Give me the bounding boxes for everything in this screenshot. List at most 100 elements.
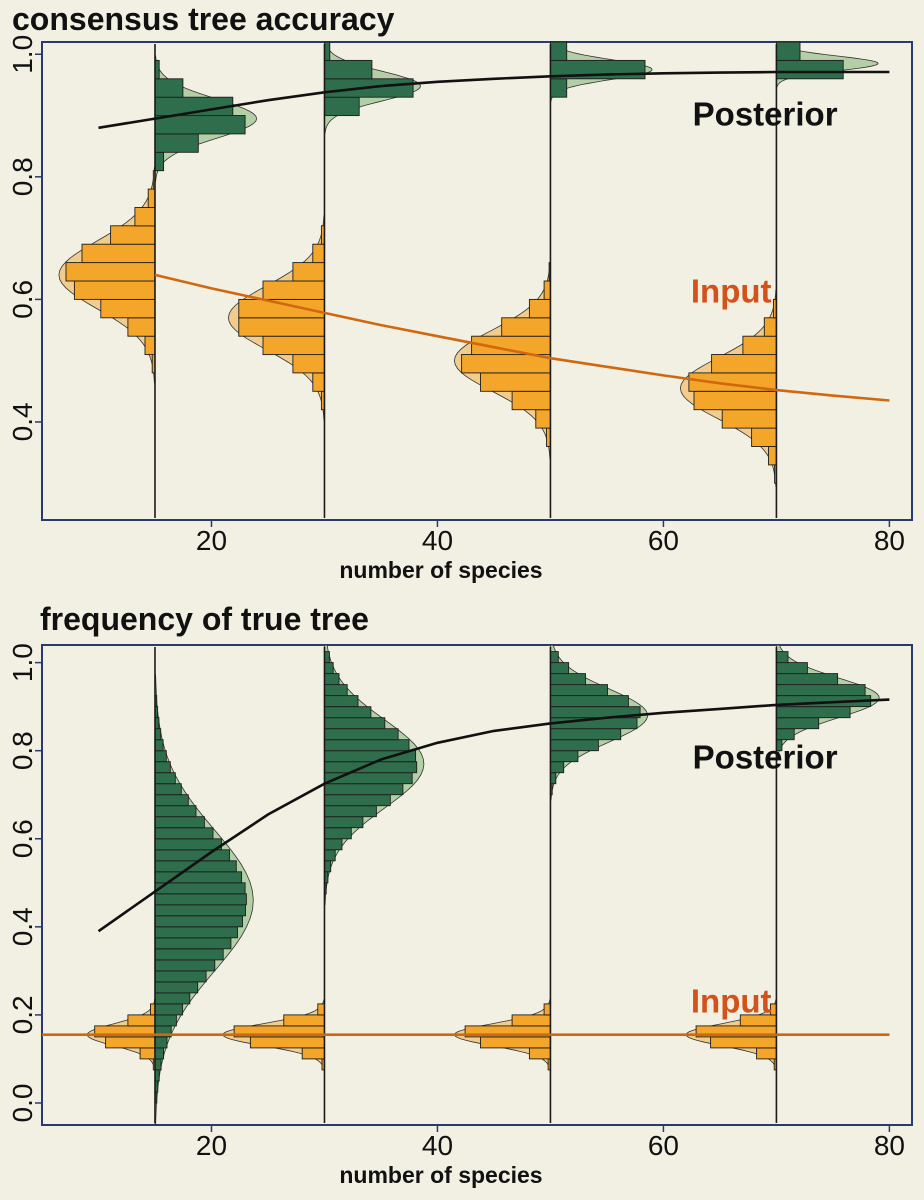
posterior-histogram-bar: [154, 761, 171, 774]
input-histogram-bar: [312, 372, 325, 392]
chart-title: frequency of true tree: [40, 601, 369, 637]
posterior-histogram-bar: [775, 673, 839, 686]
plot-frame: [41, 644, 913, 1126]
series-label-input: Input: [691, 983, 772, 1020]
input-distribution: [227, 215, 325, 421]
posterior-histogram-bar: [154, 970, 207, 983]
posterior-histogram-bar: [154, 849, 230, 862]
posterior-histogram-bar: [324, 695, 359, 708]
posterior-distribution: [549, 644, 649, 801]
input-histogram-bar: [139, 1047, 156, 1060]
input-histogram-bar: [528, 298, 551, 319]
y-tick-label: 0.4: [7, 907, 38, 946]
posterior-histogram-bar: [549, 662, 570, 675]
input-histogram-bar: [710, 1036, 777, 1049]
series-line-input: [154, 273, 890, 402]
input-histogram-bar: [317, 1003, 325, 1016]
chart-panel-frequency: frequency of true tree Posterior Input 20 4…: [7, 601, 913, 1188]
input-histogram-bar: [81, 243, 156, 264]
posterior-histogram-bar: [324, 783, 404, 796]
input-histogram-bar: [511, 390, 551, 411]
input-histogram-bar: [543, 280, 551, 300]
posterior-histogram-bar: [324, 706, 372, 719]
posterior-histogram-bar: [324, 59, 373, 80]
posterior-histogram-bar: [154, 948, 224, 961]
posterior-histogram-bar: [324, 827, 352, 840]
input-histogram-bar: [480, 372, 551, 392]
input-histogram-bar: [763, 317, 777, 337]
input-histogram-bar: [501, 317, 551, 337]
x-tick-label: 40: [422, 525, 453, 556]
input-histogram-bar: [262, 280, 325, 300]
y-tick-label: 1.0: [7, 643, 38, 682]
input-histogram-bar: [693, 390, 777, 411]
posterior-histogram-bar: [154, 115, 246, 135]
posterior-histogram-bar: [775, 706, 851, 719]
y-tick-label: 1.0: [7, 35, 38, 74]
posterior-distribution: [775, 41, 879, 88]
input-histogram-bar: [768, 446, 777, 466]
posterior-histogram-bar: [154, 1047, 165, 1060]
input-histogram-bar: [127, 1014, 156, 1027]
x-tick-label: 60: [648, 525, 679, 556]
input-histogram-bar: [110, 225, 156, 245]
input-histogram-bar: [144, 335, 156, 356]
chart-title: consensus tree accuracy: [12, 1, 395, 37]
posterior-histogram-bar: [154, 904, 246, 917]
posterior-histogram-bar: [324, 739, 410, 752]
posterior-histogram-bar: [324, 838, 343, 851]
posterior-distribution: [154, 55, 258, 182]
posterior-histogram-bar: [324, 673, 340, 686]
posterior-histogram-bar: [154, 1014, 177, 1027]
posterior-histogram-bar: [324, 662, 334, 675]
posterior-histogram-bar: [549, 761, 565, 774]
chart-panel-accuracy: consensus tree accuracy Posterior Input 20…: [7, 1, 913, 583]
posterior-histogram-bar: [324, 96, 360, 117]
posterior-histogram-bar: [775, 651, 789, 664]
y-tick-label: 0.2: [7, 995, 38, 1034]
input-histogram-bar: [73, 280, 156, 300]
input-histogram-bar: [65, 262, 156, 282]
x-tick-label: 60: [648, 1130, 679, 1161]
posterior-histogram-bar: [154, 1058, 162, 1071]
posterior-histogram-bar: [154, 772, 176, 785]
posterior-histogram-bar: [154, 827, 214, 840]
series-label-posterior: Posterior: [693, 738, 838, 775]
posterior-histogram-bar: [324, 684, 348, 697]
posterior-histogram-bar: [324, 41, 331, 61]
posterior-histogram-bar: [324, 860, 332, 873]
posterior-histogram-bar: [775, 684, 866, 697]
y-tick-label: 0.8: [7, 157, 38, 196]
posterior-histogram-bar: [154, 783, 182, 796]
input-histogram-bar: [105, 1036, 156, 1049]
posterior-histogram-bar: [775, 717, 820, 730]
input-histogram-bar: [756, 1047, 777, 1060]
posterior-histogram-bar: [775, 662, 808, 675]
input-histogram-bar: [100, 298, 156, 319]
posterior-histogram-bar: [154, 739, 164, 752]
input-distribution: [679, 289, 777, 487]
input-histogram-bar: [238, 298, 325, 319]
posterior-histogram-bar: [549, 78, 568, 98]
posterior-histogram-bar: [549, 651, 559, 664]
posterior-histogram-bar: [154, 816, 205, 829]
input-histogram-bar: [292, 262, 325, 282]
input-histogram-bar: [543, 1003, 551, 1016]
input-histogram-bar: [751, 427, 777, 447]
input-histogram-bar: [711, 354, 777, 374]
posterior-histogram-bar: [549, 739, 599, 752]
posterior-histogram-bar: [154, 750, 167, 763]
y-tick-label: 0.4: [7, 402, 38, 441]
posterior-histogram-bar: [324, 794, 391, 807]
posterior-histogram-bar: [154, 893, 247, 906]
series-line-posterior: [98, 70, 890, 130]
posterior-distribution: [154, 674, 254, 1126]
x-axis-label: number of species: [339, 557, 542, 583]
input-histogram-bar: [721, 409, 777, 429]
plot-area: Posterior Input 20 40 60 80 0.4 0.6 0.8 1.0: [7, 35, 905, 556]
plot-area: Posterior Input 20 40 60 80 0.0 0.2 0.4 0.6 0.8 1.0: [7, 643, 905, 1161]
x-tick-label: 80: [874, 1130, 905, 1161]
input-histogram-bar: [134, 207, 156, 227]
input-histogram-bar: [528, 1047, 551, 1060]
